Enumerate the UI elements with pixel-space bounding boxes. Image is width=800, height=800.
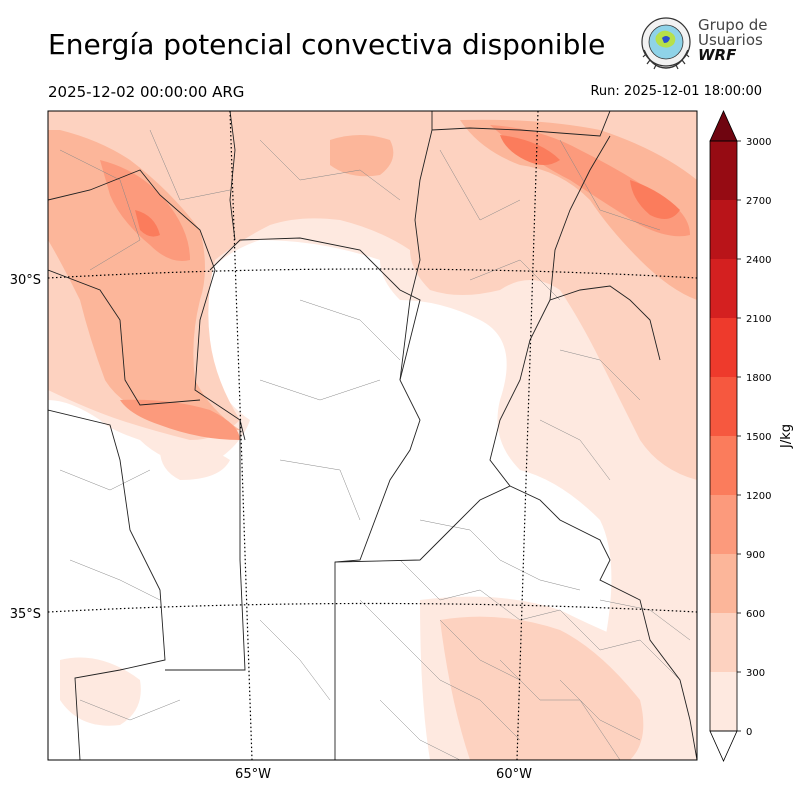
colorbar-bin: [710, 200, 737, 259]
colorbar-bin: [710, 672, 737, 731]
lon-label-60w: 60°W: [496, 767, 532, 782]
lat-label-30s: 30°S: [10, 273, 41, 288]
colorbar-tick-label: 900: [746, 550, 765, 561]
cape-level-300: [48, 111, 697, 760]
wrf-users-logo: Grupo de Usuarios WRF: [638, 16, 768, 74]
cape-level-900: [100, 125, 690, 440]
colorbar-tick-label: 2700: [746, 196, 771, 207]
colorbar-bin: [710, 613, 737, 672]
admin-boundaries: [48, 111, 697, 760]
axis-labels: 30°S 35°S 65°W 60°W: [10, 273, 532, 782]
colorbar-bin: [710, 259, 737, 318]
colorbar-tick-label: 1200: [746, 491, 771, 502]
cape-level-0: [48, 111, 697, 760]
lat-label-35s: 35°S: [10, 607, 41, 622]
run-time: Run: 2025-12-01 18:00:00: [590, 84, 762, 99]
colorbar-tick-label: 2400: [746, 255, 771, 266]
cape-level-600: [48, 119, 697, 432]
map-panel: [47, 110, 698, 761]
cape-level-1200: [135, 135, 680, 237]
colorbar: 0 300 600 900 1200 1500 1800 2100 2400 2700 3000 J/…: [709, 110, 794, 762]
logo-line-1: Grupo de: [698, 16, 768, 34]
colorbar-tick-label: 1800: [746, 373, 771, 384]
valid-time: 2025-12-02 00:00:00 ARG: [48, 83, 245, 101]
graticule: [48, 111, 697, 760]
colorbar-tick-label: 300: [746, 668, 765, 679]
colorbar-bin: [710, 318, 737, 377]
map-title: Energía potencial convectiva disponible: [48, 28, 606, 61]
colorbar-bin: [710, 377, 737, 436]
wrf-globe-icon: [641, 17, 691, 70]
colorbar-tick-label: 600: [746, 609, 765, 620]
province-lines: [48, 111, 697, 760]
lon-label-65w: 65°W: [235, 767, 271, 782]
colorbar-extend-max: [709, 110, 738, 142]
colorbar-tick-label: 3000: [746, 137, 771, 148]
colorbar-tick-label: 0: [746, 727, 752, 738]
colorbar-unit-label: J/kg: [779, 424, 794, 449]
department-lines: [59, 129, 691, 760]
colorbar-tick-label: 1500: [746, 432, 771, 443]
colorbar-bin: [710, 141, 737, 200]
cape-field: [48, 111, 697, 760]
colorbar-bin: [710, 554, 737, 613]
colorbar-frame: [709, 140, 738, 732]
logo-line-3: WRF: [698, 46, 737, 64]
logo-line-2: Usuarios: [698, 31, 763, 49]
colorbar-tick-label: 2100: [746, 314, 771, 325]
colorbar-extend-min: [709, 730, 738, 762]
colorbar-bin: [710, 495, 737, 554]
colorbar-bin: [710, 436, 737, 495]
